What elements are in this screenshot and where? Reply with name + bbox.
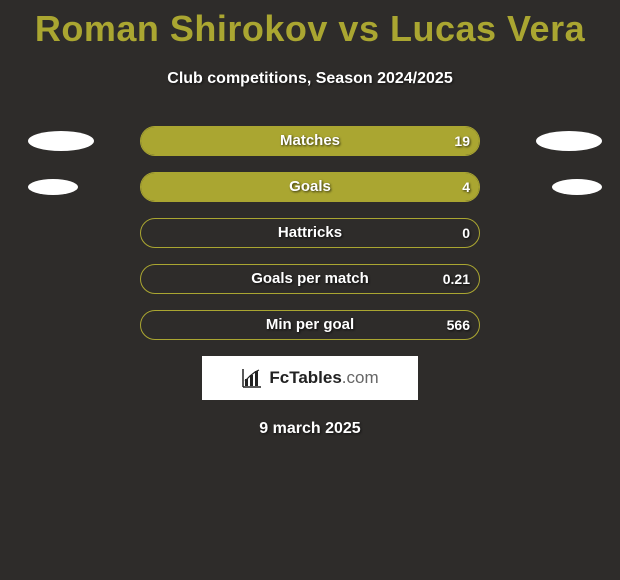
logo-text: FcTables.com: [269, 368, 378, 388]
logo-text-bold: FcTables: [269, 368, 341, 387]
right-marker: [552, 179, 602, 195]
bar-frame: [140, 126, 480, 156]
comparison-chart: Matches19 Goals4 Hattricks0 Goals per match…: [0, 126, 620, 340]
stat-row: Matches19: [0, 126, 620, 156]
stat-row: Goals4: [0, 172, 620, 202]
bar-frame: [140, 310, 480, 340]
stat-row: Goals per match0.21: [0, 264, 620, 294]
page-title: Roman Shirokov vs Lucas Vera: [0, 0, 620, 50]
bar-frame: [140, 264, 480, 294]
date-label: 9 march 2025: [0, 420, 620, 438]
bar-frame: [140, 218, 480, 248]
logo-text-light: .com: [342, 368, 379, 387]
bar-chart-icon: [241, 367, 263, 389]
bar-fill-right: [141, 173, 479, 201]
subtitle: Club competitions, Season 2024/2025: [0, 70, 620, 88]
right-marker: [536, 131, 602, 151]
bar-frame: [140, 172, 480, 202]
stat-row: Hattricks0: [0, 218, 620, 248]
fctables-logo: FcTables.com: [202, 356, 418, 400]
stat-row: Min per goal566: [0, 310, 620, 340]
left-marker: [28, 179, 78, 195]
bar-fill-right: [141, 127, 479, 155]
left-marker: [28, 131, 94, 151]
